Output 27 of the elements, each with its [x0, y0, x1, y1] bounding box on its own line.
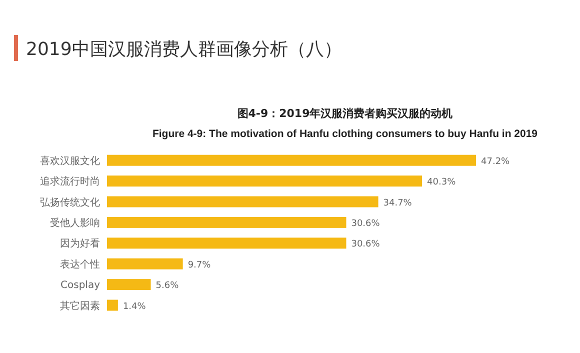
y-tick-label: 受他人影响 — [50, 216, 100, 229]
data-label: 40.3% — [427, 178, 456, 188]
data-label: 47.2% — [481, 156, 510, 167]
data-label: 30.6% — [351, 240, 380, 250]
y-tick-label: 追求流行时尚 — [40, 176, 100, 188]
data-label: 5.6% — [156, 281, 180, 292]
data-label: 9.7% — [188, 260, 212, 270]
y-tick-label: 其它因素 — [60, 300, 100, 312]
bar — [107, 216, 346, 228]
y-tick-label: Cosplay — [60, 280, 100, 292]
y-tick-label: 喜欢汉服文化 — [40, 154, 100, 167]
data-label: 34.7% — [383, 198, 412, 208]
bar — [107, 238, 346, 249]
data-label: 1.4% — [122, 302, 146, 312]
bar — [107, 279, 151, 290]
chart-subtitle: 图4-9：2019年汉服消费者购买汉服的动机 — [237, 107, 453, 120]
data-label: 30.6% — [351, 218, 380, 229]
caption: Figure 4-9: The motivation of Hanfu clothing consumers to buy Hanfu in 2019 — [152, 128, 538, 140]
bar — [107, 300, 118, 311]
bar — [107, 196, 378, 208]
y-tick-label: 因为好看 — [60, 238, 100, 250]
y-tick-label: 表达个性 — [60, 258, 100, 270]
y-tick-label: 弘扬传统文化 — [40, 196, 100, 208]
chart-title: 2019中国汉服消费人群画像分析（八） — [26, 39, 342, 60]
bar — [107, 176, 422, 187]
bar — [107, 154, 476, 166]
bar — [107, 258, 183, 270]
